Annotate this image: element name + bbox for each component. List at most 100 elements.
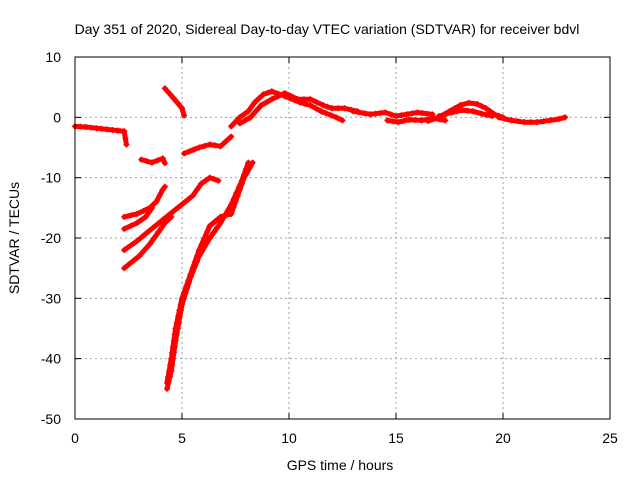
data-point	[82, 123, 89, 130]
series-band	[164, 160, 251, 392]
data-point	[442, 111, 449, 118]
data-point	[389, 118, 396, 125]
data-point	[307, 102, 314, 109]
data-point	[109, 127, 116, 134]
data-point	[409, 110, 416, 117]
data-point	[154, 157, 161, 164]
data-point	[153, 198, 160, 205]
data-point	[400, 117, 407, 124]
y-tick-label: -50	[41, 411, 61, 427]
data-point	[241, 111, 248, 118]
data-point	[430, 116, 437, 123]
series-band	[162, 85, 187, 118]
data-point	[170, 95, 177, 102]
data-point	[350, 108, 357, 115]
data-point	[168, 213, 175, 220]
data-point	[470, 108, 477, 115]
data-point	[131, 257, 138, 264]
chart-title: Day 351 of 2020, Sidereal Day-to-day VTE…	[75, 21, 580, 37]
data-point	[232, 118, 239, 125]
data-point	[254, 106, 261, 113]
axis-ticks: 0 5 10 15 20 25 10 0 -10 -20 -30 -40 -50	[41, 49, 618, 446]
series-arc5	[121, 183, 168, 220]
series-arc8	[121, 213, 175, 272]
data-point	[206, 174, 213, 181]
data-point	[258, 102, 265, 109]
data-point	[228, 201, 235, 208]
data-point	[424, 110, 431, 117]
data-point	[149, 224, 156, 231]
data-point	[228, 123, 235, 130]
data-point	[172, 337, 179, 344]
data-point	[138, 216, 145, 223]
data-point	[355, 109, 362, 116]
data-point	[260, 91, 267, 98]
data-point	[121, 247, 128, 254]
data-point	[527, 119, 534, 126]
data-point	[508, 117, 515, 124]
data-point	[482, 105, 489, 112]
data-point	[159, 155, 166, 162]
data-point	[555, 116, 562, 123]
data-point	[313, 99, 320, 106]
data-point	[333, 114, 340, 121]
data-point	[236, 114, 243, 121]
data-point	[251, 110, 258, 117]
data-point	[179, 200, 186, 207]
data-point	[236, 183, 243, 190]
data-point	[143, 245, 150, 252]
series-arc6	[121, 204, 156, 232]
data-point	[398, 112, 405, 119]
data-point	[98, 125, 105, 132]
data-point	[464, 107, 471, 114]
data-point	[211, 176, 218, 183]
data-point	[281, 90, 288, 97]
data-point	[435, 113, 442, 120]
data-point	[159, 186, 166, 193]
data-point	[161, 85, 168, 92]
series-arc9	[164, 159, 256, 386]
data-point	[168, 367, 175, 374]
data-point	[478, 103, 485, 110]
data-point	[93, 125, 100, 132]
data-point	[241, 171, 248, 178]
data-point	[242, 117, 249, 124]
data-point	[225, 206, 232, 213]
data-point	[307, 96, 314, 103]
data-point	[161, 160, 168, 167]
data-point	[198, 180, 205, 187]
data-point	[320, 102, 327, 109]
data-point	[145, 209, 152, 216]
data-point	[495, 114, 502, 121]
data-point	[367, 111, 374, 118]
data-point	[228, 210, 235, 217]
data-point	[174, 100, 181, 107]
data-point	[201, 235, 208, 241]
data-point	[158, 224, 165, 231]
series-arc10	[164, 159, 252, 392]
data-point	[312, 105, 319, 112]
data-point	[171, 343, 178, 350]
data-point	[238, 177, 245, 184]
data-point	[164, 385, 171, 392]
data-point	[121, 265, 128, 272]
series-arc16	[435, 107, 496, 120]
data-point	[181, 112, 188, 119]
data-point	[302, 100, 309, 107]
data-point	[387, 111, 394, 118]
data-point	[149, 159, 156, 166]
y-tick-label: -40	[41, 351, 61, 367]
data-point	[161, 183, 168, 190]
data-point	[191, 263, 198, 270]
data-point	[193, 186, 200, 193]
data-point	[236, 120, 243, 127]
data-point	[230, 195, 237, 202]
series-arc13	[350, 108, 436, 120]
data-point	[180, 295, 187, 302]
y-tick-label: 0	[53, 109, 61, 125]
data-point	[143, 158, 150, 165]
data-point	[187, 274, 194, 281]
data-point	[206, 141, 213, 148]
data-point	[166, 90, 173, 97]
data-points	[72, 85, 569, 392]
